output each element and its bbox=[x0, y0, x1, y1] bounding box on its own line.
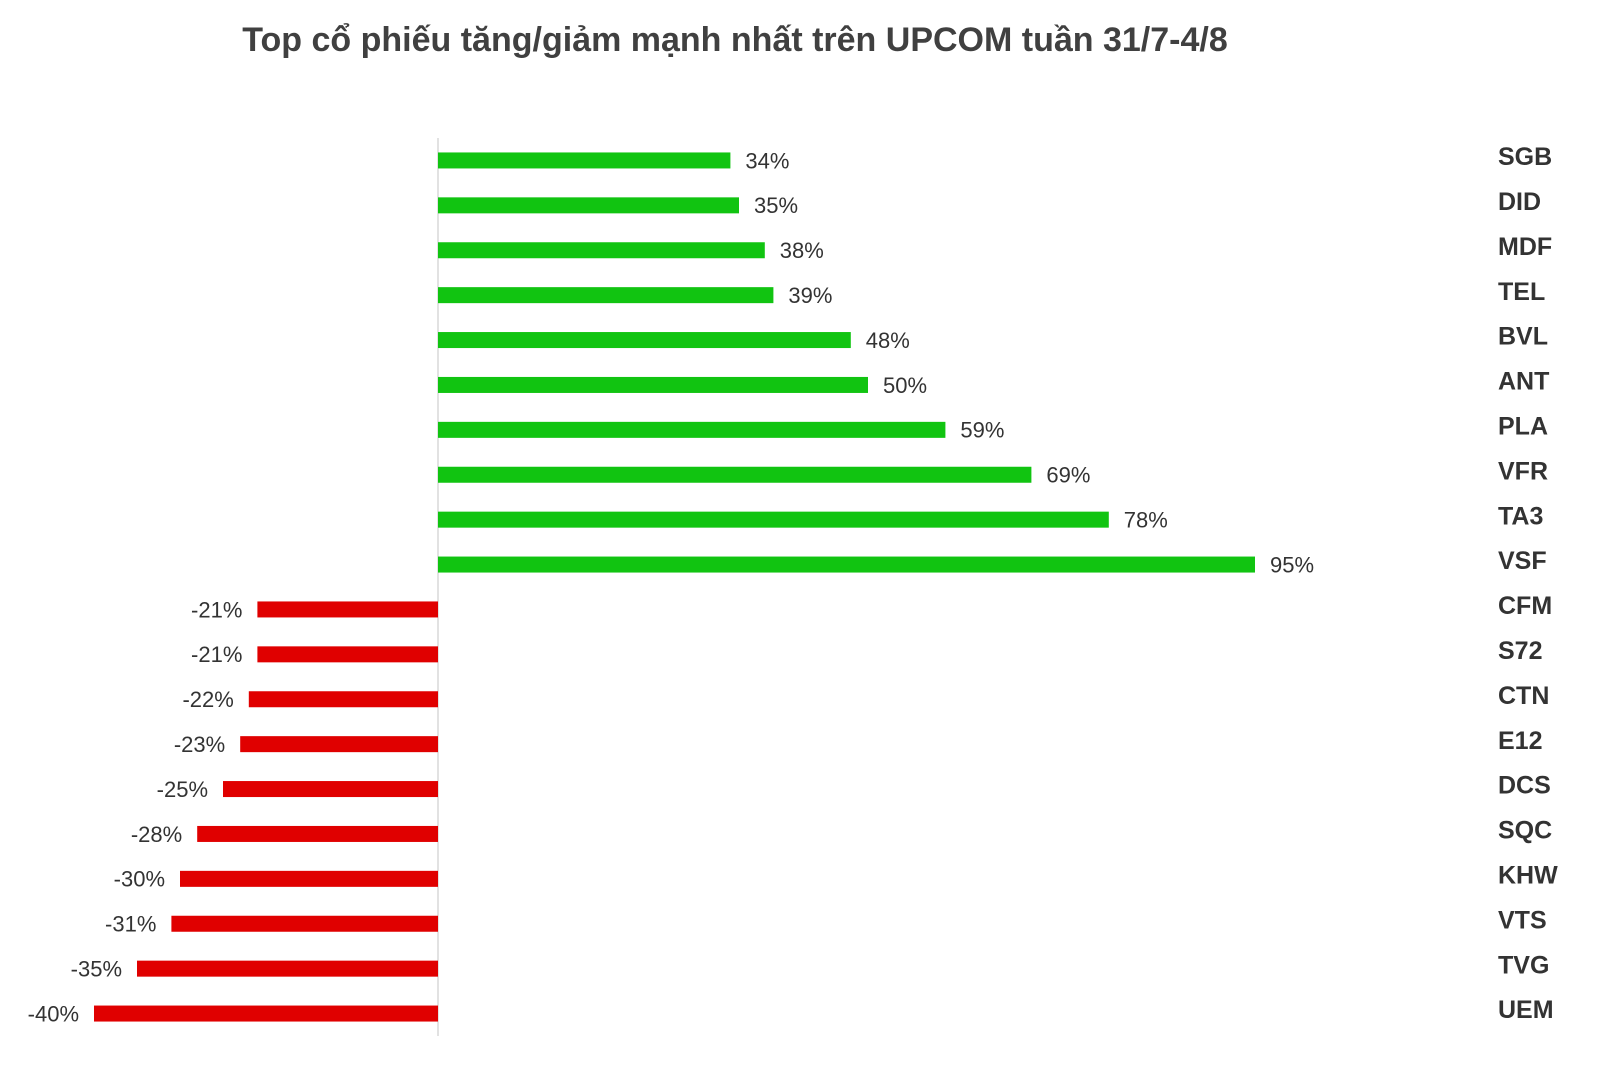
value-label: 35% bbox=[754, 193, 798, 218]
category-label: E12 bbox=[1498, 727, 1542, 755]
category-label: TEL bbox=[1498, 278, 1545, 306]
bar bbox=[197, 825, 438, 842]
bar bbox=[438, 511, 1109, 528]
category-label: SQC bbox=[1498, 817, 1552, 845]
bar bbox=[438, 421, 946, 438]
bar bbox=[438, 242, 765, 259]
category-label: VSF bbox=[1498, 547, 1547, 575]
value-label: 69% bbox=[1046, 463, 1090, 488]
category-label: CFM bbox=[1498, 592, 1552, 620]
value-label: 38% bbox=[780, 238, 824, 263]
bar bbox=[438, 332, 851, 349]
bar bbox=[438, 466, 1032, 483]
category-label: TA3 bbox=[1498, 502, 1543, 530]
value-label: -35% bbox=[71, 956, 122, 981]
value-label: -21% bbox=[191, 597, 242, 622]
category-label: CTN bbox=[1498, 682, 1549, 710]
chart-title: Top cổ phiếu tăng/giảm mạnh nhất trên UP… bbox=[242, 21, 1227, 59]
value-label: -22% bbox=[182, 687, 233, 712]
category-label: TVG bbox=[1498, 951, 1549, 979]
bar bbox=[438, 152, 731, 169]
value-label: -25% bbox=[157, 777, 208, 802]
bar bbox=[438, 197, 739, 214]
bar bbox=[248, 691, 438, 708]
value-label: 39% bbox=[788, 283, 832, 308]
value-label: -30% bbox=[114, 867, 165, 892]
category-label: VTS bbox=[1498, 906, 1547, 934]
category-label: VFR bbox=[1498, 457, 1548, 485]
category-label: UEM bbox=[1498, 996, 1554, 1024]
bar bbox=[438, 287, 774, 304]
bar bbox=[257, 601, 438, 618]
bar bbox=[438, 556, 1255, 573]
value-label: -40% bbox=[28, 1001, 79, 1026]
bar bbox=[257, 646, 438, 663]
value-label: 78% bbox=[1124, 507, 1168, 532]
category-label: DID bbox=[1498, 188, 1541, 216]
value-label: -31% bbox=[105, 912, 156, 937]
value-label: -21% bbox=[191, 642, 242, 667]
value-label: 48% bbox=[866, 328, 910, 353]
bar bbox=[137, 960, 438, 977]
value-label: -28% bbox=[131, 822, 182, 847]
category-label: BVL bbox=[1498, 323, 1548, 351]
category-label: S72 bbox=[1498, 637, 1542, 665]
value-label: 50% bbox=[883, 373, 927, 398]
category-label: MDF bbox=[1498, 233, 1552, 261]
category-label: DCS bbox=[1498, 772, 1551, 800]
value-label: -23% bbox=[174, 732, 225, 757]
value-label: 95% bbox=[1270, 552, 1314, 577]
bar bbox=[171, 915, 438, 932]
category-label: KHW bbox=[1498, 861, 1558, 889]
category-label: PLA bbox=[1498, 412, 1548, 440]
bar bbox=[94, 1005, 438, 1022]
bar bbox=[223, 781, 438, 798]
value-label: 34% bbox=[745, 148, 789, 173]
bar bbox=[438, 376, 868, 393]
bar bbox=[180, 870, 438, 887]
bar bbox=[240, 736, 438, 753]
category-label: ANT bbox=[1498, 368, 1549, 396]
value-label: 59% bbox=[960, 418, 1004, 443]
category-label: SGB bbox=[1498, 143, 1552, 171]
